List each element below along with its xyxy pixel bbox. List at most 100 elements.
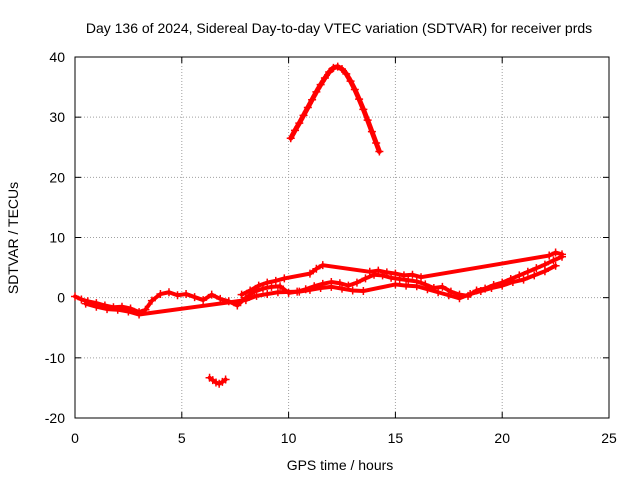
data-point xyxy=(320,74,329,83)
data-point xyxy=(291,126,300,135)
data-point xyxy=(173,291,182,300)
data-point xyxy=(359,287,368,296)
y-tick-label: -20 xyxy=(45,410,65,426)
data-point xyxy=(346,77,355,86)
y-tick-label: -10 xyxy=(45,350,65,366)
data-point xyxy=(190,293,199,302)
data-point xyxy=(361,274,370,283)
data-point xyxy=(455,294,464,303)
data-point xyxy=(135,310,144,319)
data-point xyxy=(402,281,411,290)
data-point xyxy=(246,286,255,295)
series-upper-band xyxy=(237,248,567,299)
data-point xyxy=(124,307,133,316)
data-point xyxy=(182,290,191,299)
data-point xyxy=(295,119,304,128)
data-point xyxy=(295,287,304,296)
data-point xyxy=(338,65,346,74)
data-point xyxy=(156,290,165,299)
data-point xyxy=(316,80,325,89)
data-point xyxy=(329,63,338,72)
data-point xyxy=(551,248,560,257)
data-point xyxy=(303,103,312,112)
data-point xyxy=(404,276,413,285)
data-point xyxy=(387,273,396,282)
data-point xyxy=(327,282,336,291)
data-point xyxy=(241,296,250,305)
data-point xyxy=(92,302,101,311)
data-point xyxy=(558,250,567,259)
x-tick-label: 15 xyxy=(388,430,404,446)
x-axis-label: GPS time / hours xyxy=(287,457,394,473)
data-point xyxy=(365,267,374,276)
data-point xyxy=(352,278,361,287)
data-point xyxy=(515,271,524,280)
data-point xyxy=(375,147,384,156)
data-point xyxy=(508,278,517,287)
data-point xyxy=(305,269,314,278)
data-layer xyxy=(71,62,567,388)
data-point xyxy=(545,251,554,260)
data-point xyxy=(318,261,327,270)
data-point xyxy=(267,282,276,291)
data-point xyxy=(408,270,417,279)
data-point xyxy=(372,139,381,148)
data-point xyxy=(363,116,372,125)
data-point xyxy=(103,305,112,314)
data-point xyxy=(399,271,408,280)
data-point xyxy=(271,276,280,285)
data-point xyxy=(348,286,357,295)
data-point xyxy=(423,285,432,294)
data-point xyxy=(263,278,272,287)
series-arc xyxy=(286,62,384,156)
data-point xyxy=(523,267,532,276)
data-point xyxy=(417,273,426,282)
data-point xyxy=(71,292,79,301)
data-point xyxy=(487,284,496,293)
data-point xyxy=(374,266,383,275)
data-point xyxy=(308,95,317,104)
y-tick-label: 20 xyxy=(49,169,65,185)
chart-title: Day 136 of 2024, Sidereal Day-to-day VTE… xyxy=(86,20,592,36)
y-tick-label: 0 xyxy=(57,290,65,306)
series-lower-band xyxy=(81,261,560,319)
data-point xyxy=(540,267,549,276)
data-point xyxy=(391,280,400,289)
data-point xyxy=(77,295,86,304)
y-axis-label: SDTVAR / TECUs xyxy=(5,182,21,294)
data-point xyxy=(438,282,447,291)
data-point xyxy=(325,68,334,77)
y-tick-label: 40 xyxy=(49,49,65,65)
data-point xyxy=(530,271,539,280)
data-point xyxy=(434,288,443,297)
data-point xyxy=(519,275,528,284)
data-point xyxy=(199,296,208,305)
data-point xyxy=(355,95,364,104)
x-tick-label: 10 xyxy=(281,430,297,446)
grid-layer xyxy=(75,57,609,418)
data-point xyxy=(286,134,295,143)
data-point xyxy=(316,284,325,293)
data-point xyxy=(280,274,289,283)
data-point xyxy=(335,279,344,288)
data-point xyxy=(367,127,376,136)
data-point xyxy=(113,305,122,314)
data-point xyxy=(549,256,558,265)
data-point xyxy=(551,261,560,270)
data-point xyxy=(498,281,507,290)
data-point xyxy=(382,268,391,277)
data-point xyxy=(333,62,342,71)
data-point xyxy=(207,290,216,299)
series-dip xyxy=(205,373,230,388)
x-tick-label: 25 xyxy=(601,430,617,446)
tick-layer: 0 5 10 15 20 25 -20 -10 0 10 20 30 40 xyxy=(45,49,617,446)
data-point xyxy=(342,69,351,78)
data-point xyxy=(254,281,263,290)
data-point xyxy=(237,290,246,299)
data-point xyxy=(305,285,314,294)
series-trace xyxy=(239,250,565,297)
data-point xyxy=(81,299,90,308)
data-point xyxy=(466,290,475,299)
data-point xyxy=(252,291,261,300)
